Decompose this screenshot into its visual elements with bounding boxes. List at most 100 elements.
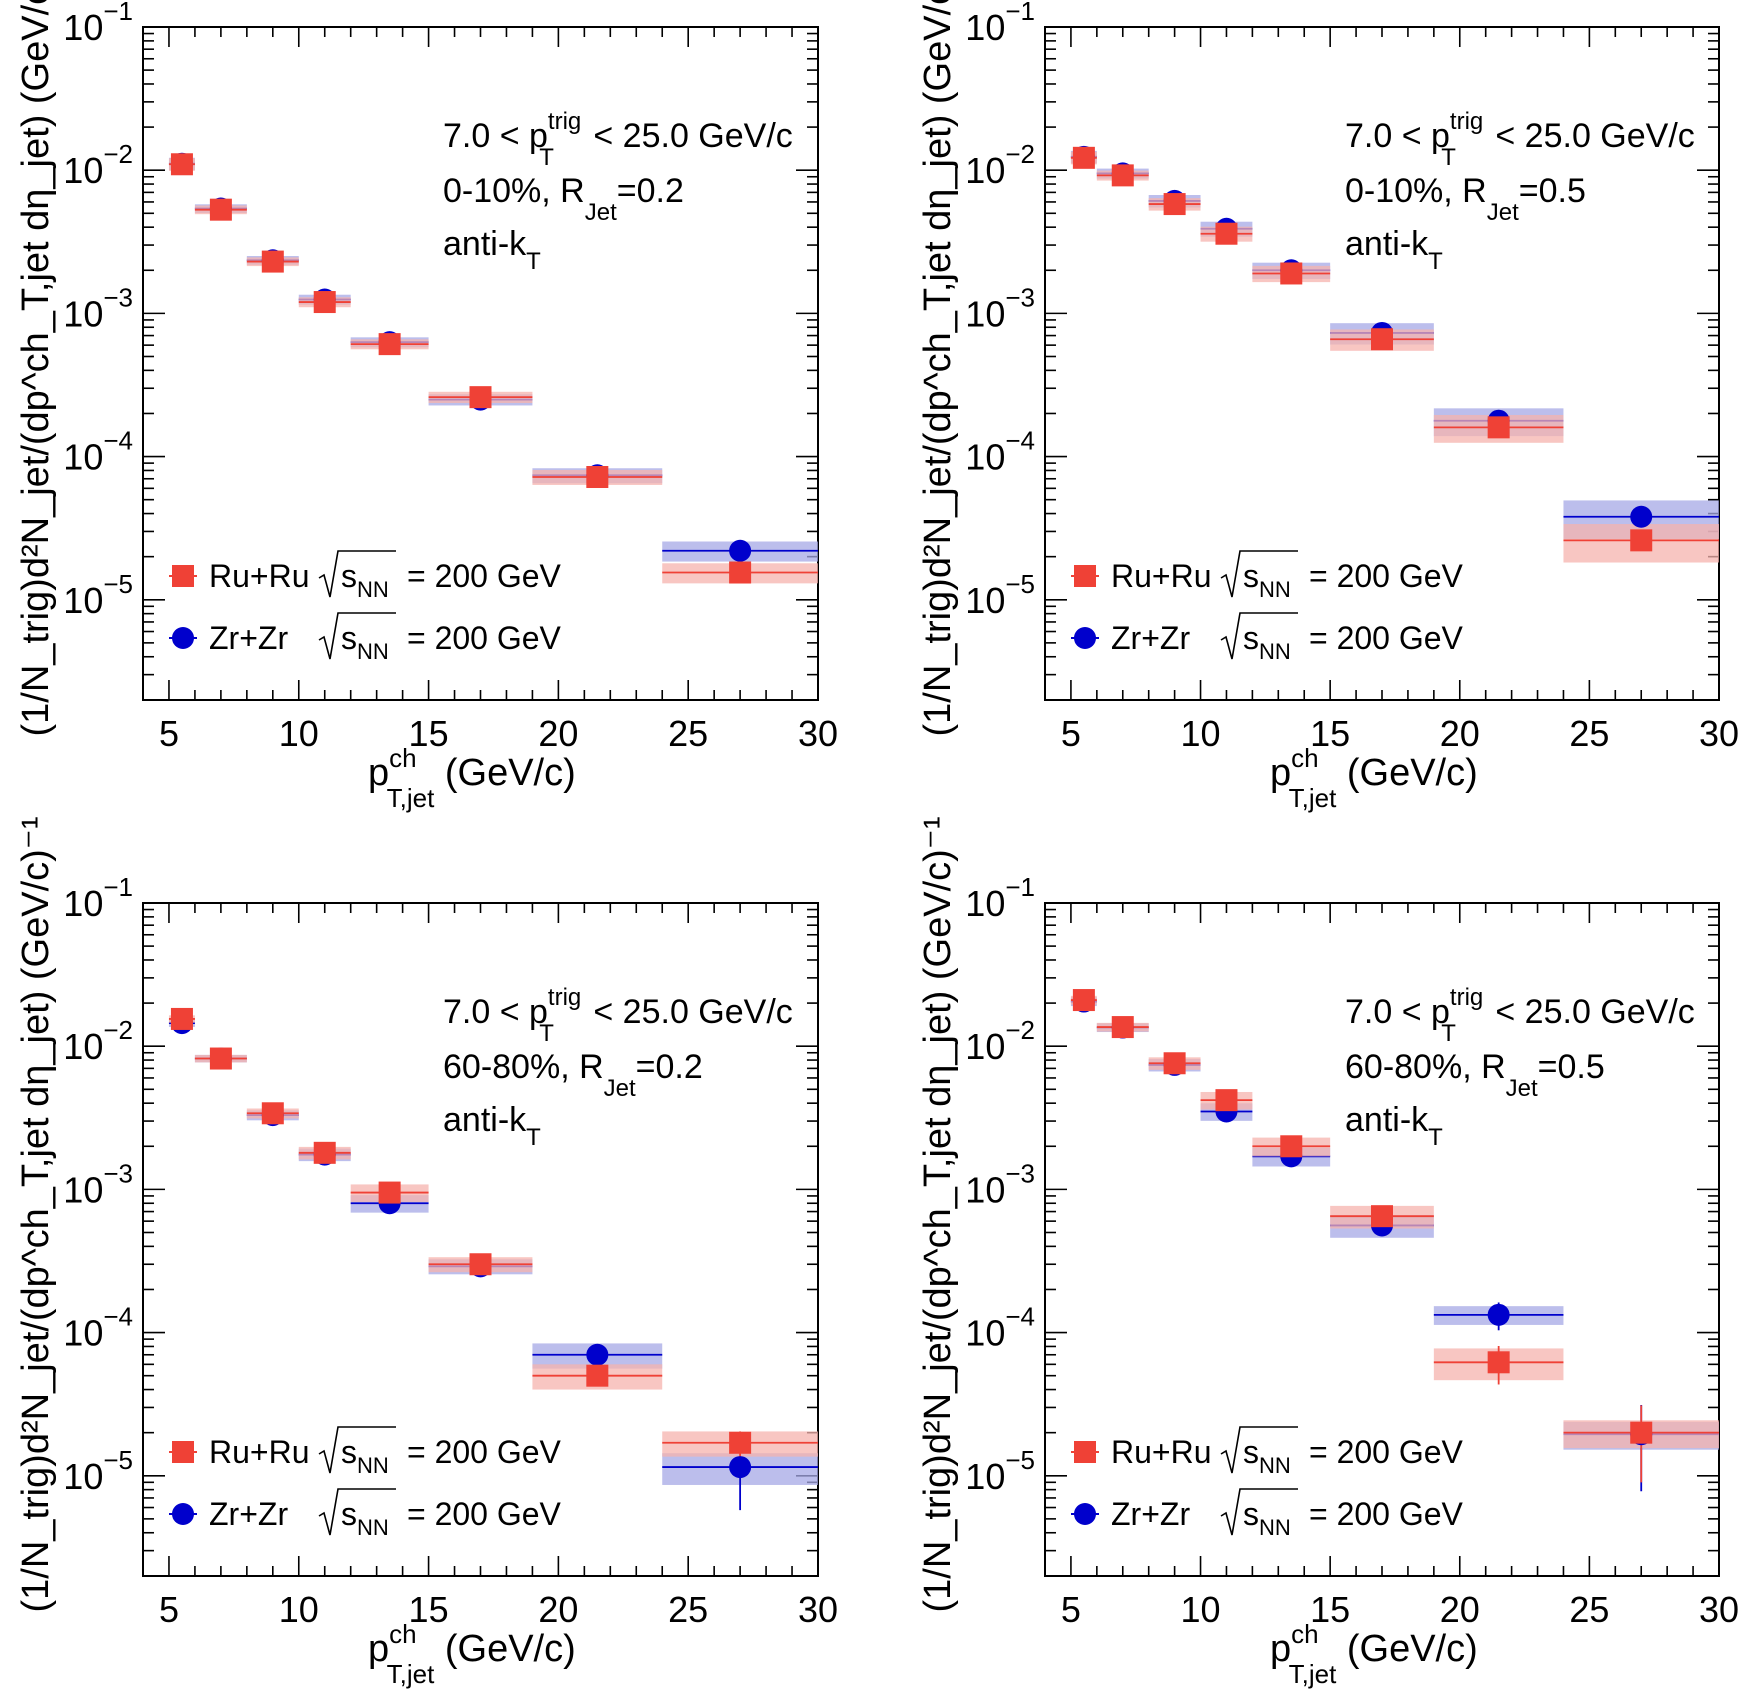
ruru-marker	[1630, 1421, 1653, 1444]
legend-energy: = 200 GeV	[1309, 620, 1464, 656]
ruru-marker	[469, 1253, 492, 1276]
legend-sqrt-s: sNN	[341, 558, 389, 602]
trigger-range-label: 7.0 < ptrig T < 25.0 GeV/c	[1345, 984, 1695, 1047]
ruru-marker	[1487, 1351, 1510, 1374]
legend-label: Ru+Ru	[1111, 1434, 1212, 1470]
x-axis-title: pch T,jet (GeV/c)	[368, 743, 576, 813]
legend-entry-zrzr: Zr+Zr sNN = 200 GeV	[1071, 1488, 1464, 1540]
sqrt-sign	[1220, 1426, 1298, 1474]
legend-entry-ruru: Ru+Ru sNN = 200 GeV	[1071, 1426, 1464, 1478]
ruru-marker	[170, 1007, 193, 1030]
chart-panel-4: 5 10 15 20 25 30 10−1 10−2 10−3 10−4 10−5 pch T,jet …	[917, 816, 1739, 1689]
x-tick-label: 10	[279, 713, 319, 754]
trigger-range-label: 7.0 < ptrig T < 25.0 GeV/c	[443, 984, 793, 1047]
x-tick-label: 30	[798, 1589, 838, 1630]
zrzr-marker	[729, 539, 752, 562]
legend-square-marker	[172, 1441, 194, 1463]
y-tick-label: 10−2	[965, 1015, 1035, 1067]
legend-square-marker	[1074, 565, 1096, 587]
x-tick-label: 20	[538, 713, 578, 754]
zrzr-marker	[1630, 505, 1653, 528]
sqrt-sign	[318, 1488, 396, 1536]
y-tick-label: 10−5	[63, 1445, 133, 1497]
ruru-marker	[1072, 989, 1095, 1012]
ruru-marker	[729, 1431, 752, 1454]
legend-circle-marker	[1074, 627, 1096, 649]
chart-panel-1: 5 10 15 20 25 30 10−1 10−2 10−3 10−4 10−5 pch T,jet …	[15, 0, 838, 813]
x-tick-label: 10	[279, 1589, 319, 1630]
ruru-marker	[586, 1364, 609, 1387]
legend-sqrt-s: sNN	[341, 620, 389, 664]
algorithm-label: anti-kT	[1345, 1101, 1443, 1151]
x-tick-label: 20	[1440, 713, 1480, 754]
x-tick-label: 10	[1181, 1589, 1221, 1630]
ruru-marker	[209, 198, 232, 221]
y-tick-label: 10−1	[965, 872, 1035, 924]
x-axis-title: pch T,jet (GeV/c)	[1270, 743, 1478, 813]
legend-sqrt-s: sNN	[341, 1434, 389, 1478]
y-tick-label: 10−5	[965, 1445, 1035, 1497]
algorithm-label: anti-kT	[443, 1101, 541, 1151]
zrzr-marker	[586, 1343, 609, 1366]
legend-sqrt-s: sNN	[1243, 620, 1291, 664]
ruru-marker	[1111, 1016, 1134, 1039]
legend-circle-marker	[172, 627, 194, 649]
legend-energy: = 200 GeV	[407, 558, 562, 594]
legend-entry-ruru: Ru+Ru sNN = 200 GeV	[169, 550, 562, 602]
ruru-marker	[378, 1181, 401, 1204]
sqrt-sign	[1220, 550, 1298, 598]
ruru-marker	[261, 250, 284, 273]
ruru-marker	[1111, 164, 1134, 187]
x-tick-label: 15	[409, 1589, 449, 1630]
chart-panel-2: 5 10 15 20 25 30 10−1 10−2 10−3 10−4 10−5 pch T,jet …	[917, 0, 1739, 813]
ruru-marker	[170, 153, 193, 176]
legend-circle-marker	[1074, 1503, 1096, 1525]
x-tick-label: 20	[1440, 1589, 1480, 1630]
x-tick-label: 25	[1569, 713, 1609, 754]
ruru-marker	[1487, 416, 1510, 439]
legend-entry-zrzr: Zr+Zr sNN = 200 GeV	[169, 1488, 562, 1540]
y-tick-label: 10−5	[63, 569, 133, 621]
sqrt-sign	[318, 1426, 396, 1474]
legend-energy: = 200 GeV	[1309, 1434, 1464, 1470]
x-tick-label: 25	[1569, 1589, 1609, 1630]
x-tick-label: 15	[409, 713, 449, 754]
ruru-marker	[1163, 1052, 1186, 1075]
centrality-radius-label: 0-10%, RJet=0.5	[1345, 172, 1586, 226]
chart-panel-3: 5 10 15 20 25 30 10−1 10−2 10−3 10−4 10−5 pch T,jet …	[15, 816, 838, 1689]
x-tick-label: 15	[1310, 713, 1350, 754]
ruru-marker	[313, 1141, 336, 1164]
ruru-marker	[1072, 146, 1095, 169]
y-tick-label: 10−3	[63, 1158, 133, 1210]
legend-energy: = 200 GeV	[1309, 1496, 1464, 1532]
x-tick-label: 30	[798, 713, 838, 754]
legend-entry-zrzr: Zr+Zr sNN = 200 GeV	[1071, 612, 1464, 664]
legend-label: Zr+Zr	[209, 620, 288, 656]
y-tick-label: 10−3	[965, 282, 1035, 334]
y-tick-label: 10−2	[63, 139, 133, 191]
x-axis-title: pch T,jet (GeV/c)	[368, 1619, 576, 1689]
x-tick-label: 20	[538, 1589, 578, 1630]
legend-energy: = 200 GeV	[407, 1434, 562, 1470]
legend-label: Ru+Ru	[1111, 558, 1212, 594]
y-tick-label: 10−2	[965, 139, 1035, 191]
x-axis-title: pch T,jet (GeV/c)	[1270, 1619, 1478, 1689]
ruru-marker	[209, 1047, 232, 1070]
zrzr-marker	[729, 1456, 752, 1479]
legend-entry-zrzr: Zr+Zr sNN = 200 GeV	[169, 612, 562, 664]
legend-sqrt-s: sNN	[1243, 558, 1291, 602]
legend-sqrt-s: sNN	[1243, 1496, 1291, 1540]
ruru-marker	[1215, 222, 1238, 245]
x-tick-label: 30	[1699, 713, 1739, 754]
ruru-marker	[378, 333, 401, 356]
legend-square-marker	[172, 565, 194, 587]
ruru-marker	[729, 561, 752, 584]
x-tick-label: 25	[668, 713, 708, 754]
legend-sqrt-s: sNN	[1243, 1434, 1291, 1478]
y-tick-label: 10−1	[965, 0, 1035, 48]
sqrt-sign	[1220, 612, 1298, 660]
ruru-marker	[1630, 529, 1653, 552]
y-axis-title: (1/N_trig)d²N_jet/(dp^ch_T,jet dη_jet) (…	[15, 0, 57, 737]
y-axis-title: (1/N_trig)d²N_jet/(dp^ch_T,jet dη_jet) (…	[917, 0, 959, 737]
y-axis-title: (1/N_trig)d²N_jet/(dp^ch_T,jet dη_jet) (…	[15, 816, 57, 1612]
